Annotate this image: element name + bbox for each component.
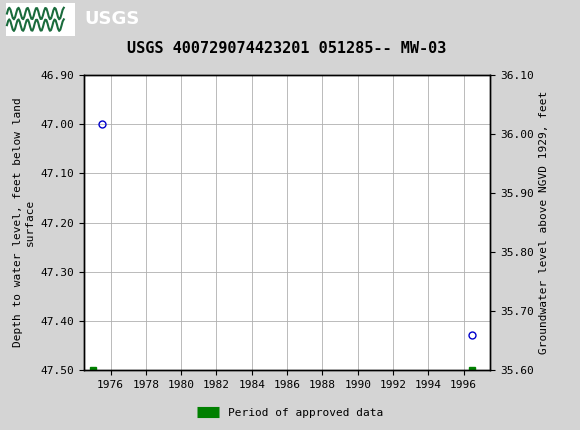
Y-axis label: Depth to water level, feet below land
surface: Depth to water level, feet below land su…: [13, 98, 35, 347]
Y-axis label: Groundwater level above NGVD 1929, feet: Groundwater level above NGVD 1929, feet: [539, 91, 549, 354]
Legend: Period of approved data: Period of approved data: [193, 403, 387, 422]
Text: USGS 400729074423201 051285-- MW-03: USGS 400729074423201 051285-- MW-03: [128, 41, 447, 56]
Text: USGS: USGS: [84, 10, 139, 28]
FancyBboxPatch shape: [6, 3, 75, 36]
